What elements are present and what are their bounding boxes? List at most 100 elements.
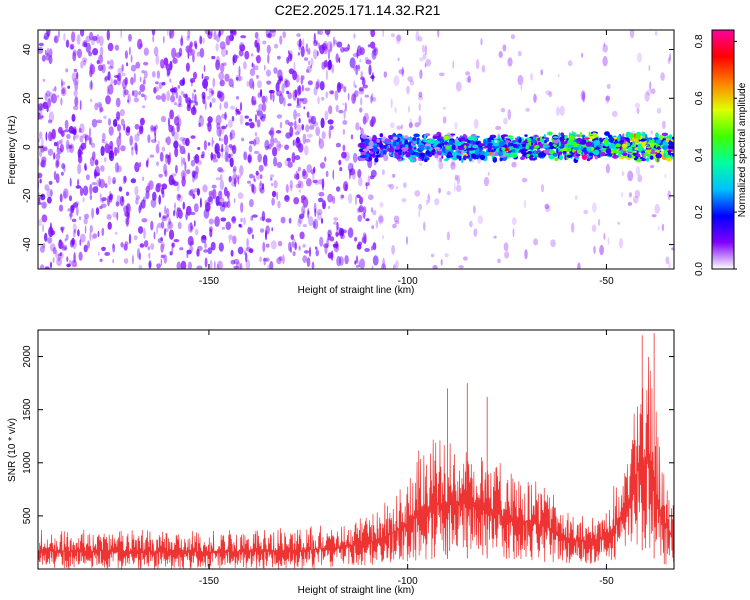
- heatmap-cell: [646, 146, 651, 149]
- heatmap-cell: [41, 156, 47, 163]
- heatmap-cell: [233, 265, 240, 269]
- heatmap-cell: [205, 87, 208, 92]
- heatmap-cell: [527, 150, 533, 155]
- heatmap-cell: [155, 95, 162, 100]
- heatmap-cell: [364, 248, 370, 252]
- heatmap-cell: [617, 136, 620, 142]
- heatmap-cell: [270, 177, 273, 181]
- heatmap-cell: [660, 72, 665, 81]
- heatmap-cell: [409, 149, 414, 154]
- heatmap-cell: [455, 184, 462, 192]
- heatmap-cell: [318, 138, 325, 149]
- heatmap-cell: [41, 115, 44, 119]
- heatmap-cell: [381, 263, 387, 269]
- heatmap-cell: [44, 232, 48, 242]
- heatmap-cell: [139, 76, 142, 83]
- heatmap-cell: [290, 241, 295, 248]
- heatmap-cell: [229, 131, 233, 141]
- heatmap-cell: [336, 227, 342, 233]
- heatmap-cell: [289, 53, 293, 60]
- heatmap-cell: [179, 118, 182, 127]
- heatmap-cell: [342, 120, 348, 125]
- heatmap-cell: [525, 144, 530, 150]
- heatmap-cell: [637, 174, 643, 183]
- heatmap-cell: [507, 142, 511, 148]
- heatmap-cell: [396, 34, 402, 42]
- heatmap-cell: [342, 128, 346, 135]
- heatmap-cell: [442, 116, 447, 124]
- heatmap-cell: [52, 246, 57, 255]
- y-tick-label: 40: [22, 44, 33, 56]
- heatmap-cell: [493, 235, 497, 239]
- heatmap-cell: [487, 140, 492, 143]
- heatmap-cell: [109, 59, 114, 69]
- heatmap-cell: [492, 156, 498, 163]
- heatmap-cell: [360, 127, 364, 137]
- heatmap-cell: [324, 30, 331, 35]
- heatmap-cell: [308, 216, 314, 227]
- heatmap-cell: [117, 145, 120, 154]
- heatmap-cell: [621, 171, 625, 177]
- heatmap-cell: [344, 151, 350, 162]
- heatmap-cell: [512, 143, 518, 148]
- heatmap-cell: [65, 234, 69, 241]
- heatmap-cell: [185, 93, 189, 104]
- heatmap-cell: [306, 257, 311, 267]
- heatmap-cell: [458, 139, 462, 143]
- heatmap-cell: [126, 62, 129, 67]
- heatmap-cell: [165, 228, 169, 233]
- heatmap-cell: [552, 136, 559, 139]
- heatmap-cell: [206, 96, 211, 100]
- heatmap-cell: [47, 47, 49, 57]
- snr-x-label: Height of straight line (km): [298, 585, 415, 596]
- heatmap-cell: [542, 136, 545, 139]
- heatmap-cell: [365, 218, 370, 222]
- heatmap-cell: [364, 94, 369, 98]
- heatmap-cell: [305, 43, 309, 52]
- heatmap-cell: [175, 164, 178, 174]
- heatmap-cell: [308, 47, 311, 55]
- heatmap-cell: [63, 164, 66, 173]
- heatmap-cell: [444, 253, 449, 258]
- heatmap-cell: [327, 119, 334, 125]
- heatmap-cell: [309, 124, 315, 130]
- heatmap-cell: [87, 240, 90, 249]
- heatmap-cell: [189, 245, 194, 253]
- heatmap-cell: [269, 127, 275, 138]
- heatmap-cell: [99, 178, 105, 189]
- heatmap-cell: [156, 263, 162, 269]
- heatmap-cell: [343, 86, 347, 93]
- heatmap-cell: [353, 80, 356, 88]
- heatmap-cell: [219, 79, 225, 87]
- heatmap-cell: [73, 90, 78, 97]
- heatmap-cell: [65, 139, 70, 150]
- heatmap-cell: [378, 143, 383, 149]
- heatmap-cell: [88, 136, 92, 145]
- heatmap-cell: [142, 196, 147, 203]
- heatmap-cell: [196, 51, 201, 57]
- heatmap-cell: [71, 72, 77, 82]
- heatmap-cell: [218, 169, 225, 173]
- heatmap-cell: [300, 74, 303, 85]
- heatmap-cell: [161, 93, 167, 103]
- heatmap-cell: [423, 138, 426, 142]
- heatmap-cell: [42, 78, 46, 82]
- heatmap-cell: [504, 251, 510, 259]
- heatmap-cell: [168, 229, 175, 240]
- heatmap-cell: [42, 243, 46, 249]
- heatmap-cell: [66, 263, 71, 268]
- heatmap-cell: [417, 36, 423, 42]
- heatmap-cell: [79, 145, 84, 152]
- heatmap-cell: [271, 227, 274, 232]
- heatmap-cell: [202, 184, 208, 193]
- heatmap-cell: [458, 155, 462, 161]
- heatmap-cell: [384, 138, 392, 143]
- heatmap-cell: [583, 209, 588, 215]
- heatmap-cell: [53, 170, 57, 180]
- heatmap-cell: [218, 30, 221, 37]
- heatmap-cell: [122, 86, 126, 98]
- heatmap-cell: [158, 173, 163, 178]
- heatmap-cell: [287, 92, 292, 100]
- heatmap-cell: [398, 69, 405, 75]
- heatmap-cell: [355, 122, 360, 131]
